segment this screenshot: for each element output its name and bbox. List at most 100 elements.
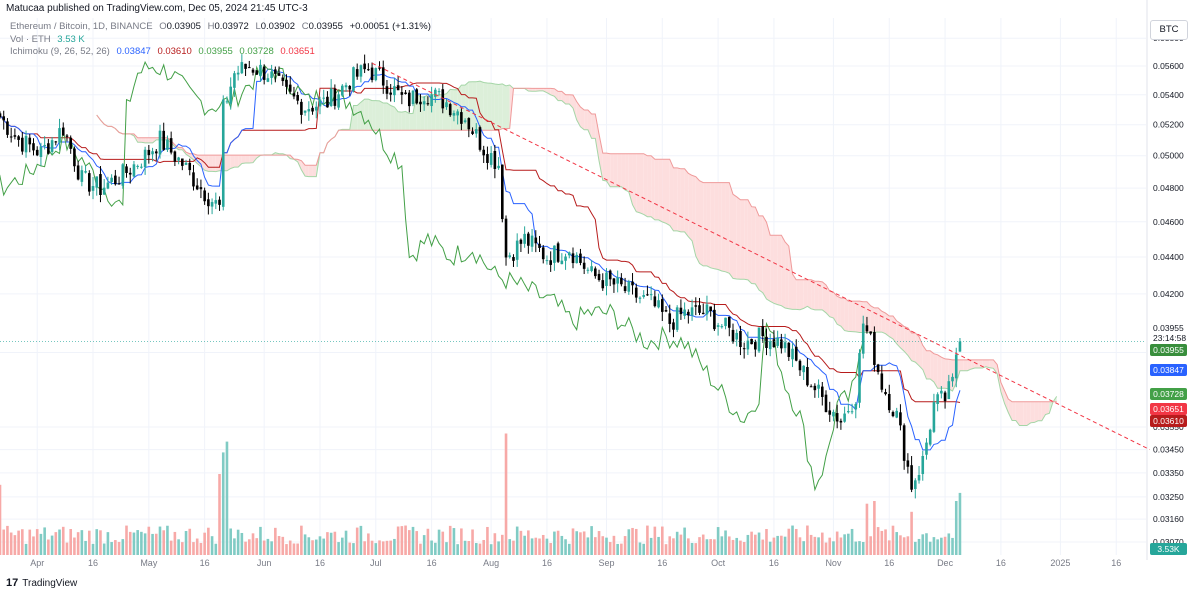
candle-body bbox=[742, 348, 746, 350]
ichimoku-cloud-segment bbox=[695, 176, 700, 264]
ichimoku-cloud-segment bbox=[353, 105, 358, 131]
volume-bar bbox=[430, 540, 433, 555]
candle-body bbox=[880, 373, 884, 390]
volume-bar bbox=[780, 535, 783, 555]
volume-bar bbox=[553, 531, 556, 555]
candle-body bbox=[136, 165, 139, 167]
volume-legend[interactable]: Vol · ETH 3.53 K bbox=[10, 34, 89, 45]
candle-body bbox=[865, 325, 869, 332]
ichimoku-cloud-segment bbox=[692, 175, 696, 257]
candle-body bbox=[932, 402, 936, 432]
volume-bar bbox=[586, 537, 590, 555]
ichimoku-cloud-segment bbox=[409, 113, 414, 131]
candle-body bbox=[281, 77, 285, 82]
candle-body bbox=[642, 295, 645, 297]
candle-body bbox=[117, 183, 121, 185]
volume-bar bbox=[772, 537, 776, 555]
candle-body bbox=[560, 260, 564, 265]
volume-bar bbox=[861, 542, 865, 555]
ichimoku-cloud-segment bbox=[550, 88, 555, 97]
volume-bar bbox=[47, 539, 50, 555]
ichimoku-cloud-segment bbox=[632, 153, 637, 212]
ichimoku-cloud-segment bbox=[744, 199, 748, 280]
candle-body bbox=[233, 73, 236, 88]
y-tick-label: 0.04600 bbox=[1153, 217, 1184, 227]
candle-body bbox=[132, 164, 136, 177]
ichimoku-legend[interactable]: Ichimoku (9, 26, 52, 26) 0.03847 0.03610… bbox=[10, 46, 319, 57]
ichimoku-kijun-line bbox=[0, 82, 961, 403]
symbol-legend: Ethereum / Bitcoin, 1D, BINANCE O0.03905… bbox=[10, 21, 435, 32]
candle-body bbox=[218, 199, 221, 205]
candle-body bbox=[430, 94, 433, 107]
volume-bar bbox=[873, 501, 876, 555]
ichimoku-cloud-segment bbox=[662, 159, 667, 224]
ichimoku-cloud-segment bbox=[706, 182, 711, 268]
y-tick-label: 0.03160 bbox=[1153, 514, 1184, 524]
candle-body bbox=[188, 162, 192, 171]
volume-bar bbox=[61, 526, 65, 555]
volume-bar bbox=[128, 531, 132, 555]
candle-body bbox=[225, 101, 229, 103]
candle-body bbox=[434, 89, 437, 97]
volume-bar bbox=[608, 542, 612, 555]
volume-bar bbox=[322, 538, 326, 555]
volume-bar bbox=[865, 503, 869, 555]
x-tick-label: 16 bbox=[996, 558, 1006, 568]
ichimoku-cloud-segment bbox=[494, 84, 499, 131]
x-tick-label: Jul bbox=[370, 558, 382, 568]
volume-bar bbox=[664, 544, 668, 555]
candle-body bbox=[478, 127, 482, 150]
volume-bar bbox=[411, 526, 415, 555]
volume-bar bbox=[675, 531, 679, 555]
candle-body bbox=[832, 411, 835, 417]
candle-body bbox=[917, 474, 921, 481]
candle-body bbox=[486, 154, 489, 163]
ichimoku-cloud-segment bbox=[803, 279, 808, 309]
volume-bar bbox=[9, 532, 13, 555]
candle-body bbox=[47, 143, 50, 154]
volume-bar bbox=[69, 529, 72, 555]
tradingview-logo[interactable]: 17 TradingView bbox=[6, 577, 77, 589]
candle-body bbox=[895, 410, 899, 418]
volume-bar bbox=[895, 532, 899, 555]
candle-body bbox=[102, 187, 106, 195]
candle-body bbox=[400, 92, 404, 95]
volume-bar bbox=[229, 528, 232, 555]
ichimoku-cloud-segment bbox=[573, 95, 577, 120]
ichimoku-cloud-segment bbox=[755, 207, 760, 291]
candle-body bbox=[794, 346, 798, 361]
volume-bar bbox=[646, 525, 649, 555]
candle-body bbox=[76, 165, 80, 180]
candle-body bbox=[720, 326, 724, 328]
volume-bar bbox=[936, 539, 939, 555]
candle-body bbox=[169, 138, 173, 153]
ichimoku-cloud-segment bbox=[651, 155, 655, 220]
candle-body bbox=[672, 322, 675, 330]
volume-bar bbox=[422, 535, 426, 555]
ichimoku-cloud-segment bbox=[145, 137, 149, 143]
candle-body bbox=[958, 341, 962, 352]
volume-bar bbox=[300, 525, 303, 555]
currency-button[interactable]: BTC bbox=[1150, 20, 1188, 40]
volume-bar bbox=[285, 544, 288, 555]
volume-value: 3.53 K bbox=[57, 34, 85, 45]
ichimoku-cloud-segment bbox=[688, 173, 693, 241]
candle-body bbox=[664, 310, 668, 312]
candle-body bbox=[951, 376, 954, 382]
candle-body bbox=[54, 141, 58, 143]
volume-bar bbox=[820, 532, 824, 555]
ichimoku-span-b-line bbox=[96, 87, 1057, 403]
volume-bar bbox=[541, 534, 545, 555]
candle-body bbox=[140, 166, 143, 168]
candle-body bbox=[701, 312, 705, 315]
volume-bar bbox=[35, 529, 39, 555]
volume-bar bbox=[858, 541, 861, 555]
ichimoku-cloud-segment bbox=[584, 109, 588, 130]
volume-bar bbox=[396, 526, 400, 555]
volume-bar bbox=[110, 542, 113, 555]
ichimoku-cloud-segment bbox=[308, 165, 313, 177]
candle-body bbox=[91, 186, 95, 191]
price-tag-kijun: 0.03610 bbox=[1150, 415, 1187, 427]
candle-body bbox=[765, 336, 768, 348]
